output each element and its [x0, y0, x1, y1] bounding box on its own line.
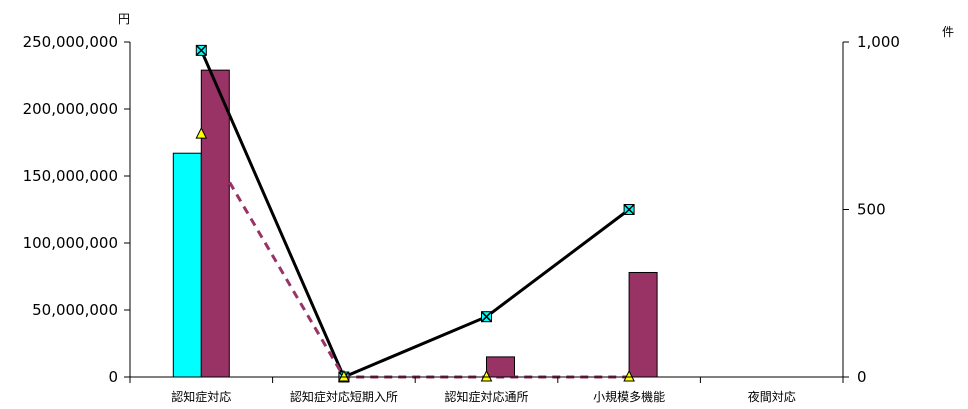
category-label: 認知症対応 [171, 389, 231, 404]
line-series-1-marker [623, 203, 635, 216]
bar-series-2-2 [486, 356, 515, 378]
line-series-1-marker [195, 44, 207, 56]
line-series-2 [200, 133, 630, 379]
left-axis-unit-label: 円 [118, 12, 130, 26]
bar-series-2-0 [200, 69, 230, 378]
category-label: 小規模多機能 [593, 389, 665, 404]
left-tick-label: 100,000,000 [23, 234, 118, 252]
right-tick-label: 0 [857, 368, 867, 386]
right-tick-label: 500 [857, 201, 886, 219]
left-tick-label: 250,000,000 [23, 33, 118, 51]
category-label: 夜間対応 [748, 389, 796, 404]
category-label: 認知症対応短期入所 [290, 389, 398, 404]
bar-series-1-0 [172, 152, 202, 378]
right-axis-unit-label: 件 [942, 25, 954, 39]
marker-cross [623, 203, 635, 216]
marker-cross [195, 44, 207, 56]
line-series-1 [199, 49, 631, 379]
category-label: 認知症対応通所 [444, 389, 528, 404]
left-tick-label: 0 [108, 368, 118, 386]
line-series-2-marker [338, 369, 350, 382]
bar-series-2-3 [628, 271, 658, 378]
line-series-2-marker [480, 369, 493, 382]
line-series-1-marker [480, 311, 493, 323]
line-series-2-marker [195, 127, 208, 139]
line-series-2-marker [623, 369, 635, 382]
left-tick-label: 150,000,000 [23, 167, 118, 185]
left-tick-label: 200,000,000 [23, 100, 118, 118]
bar-series-group [172, 69, 658, 378]
axes-group: 円 件 0 50,000,000 100,000,000 150,000,000 200… [23, 12, 954, 404]
marker-cross [480, 311, 493, 323]
line-series-group [195, 44, 635, 383]
left-tick-label: 50,000,000 [32, 301, 118, 319]
right-tick-label: 1,000 [857, 33, 900, 51]
